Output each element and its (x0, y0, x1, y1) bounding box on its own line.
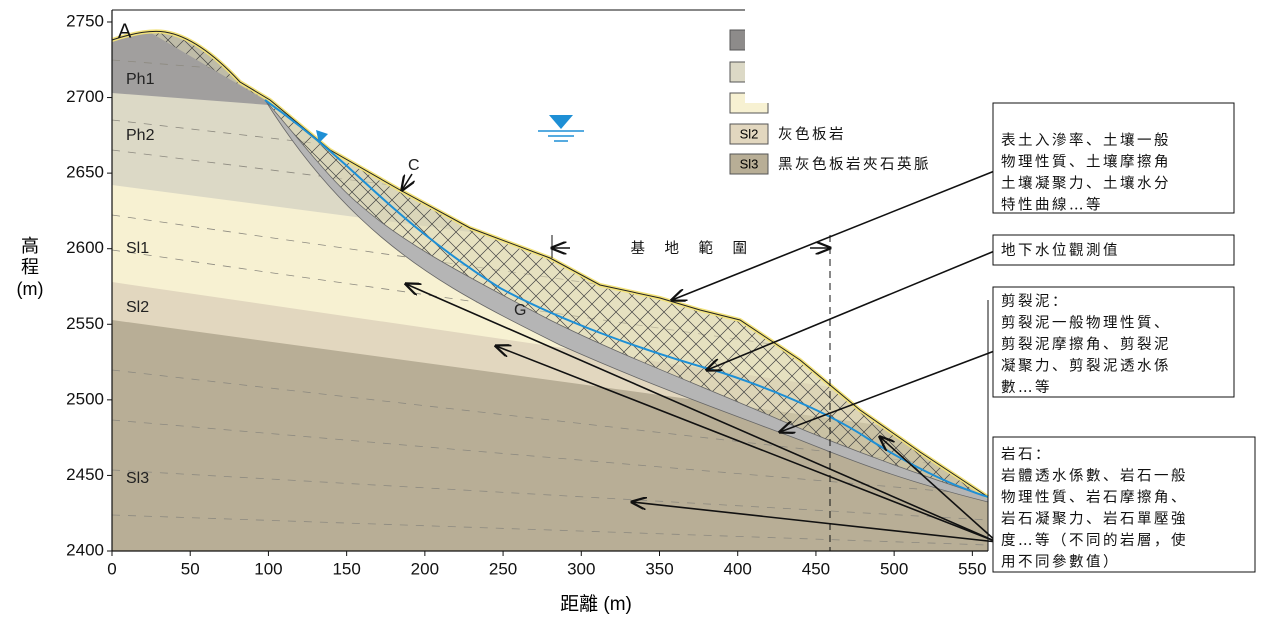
annotation-arrows (406, 169, 998, 543)
x-tick-label: 100 (254, 559, 282, 578)
info-text: 岩石凝聚力、岩石單壓強 (1001, 511, 1188, 528)
site-range: 基 地 範 圍 (552, 235, 830, 551)
legend-label: 黑灰色板岩夾石英脈 (778, 155, 931, 173)
legend-label: 灰色板岩 (778, 125, 846, 143)
y-tick-label: 2700 (66, 87, 104, 106)
info-text: 岩體透水係數、岩石一般 (1001, 468, 1188, 485)
x-tick-label: 550 (958, 559, 986, 578)
x-tick-label: 200 (411, 559, 439, 578)
info-text: 度…等（不同的岩層，使 (1001, 531, 1188, 549)
x-tick-label: 450 (802, 559, 830, 578)
info-text: 剪裂泥： (1001, 292, 1069, 310)
legend-code: Sl2 (740, 126, 759, 141)
y-axis-label: 高 (21, 236, 39, 256)
info-text: 特性曲線…等 (1001, 196, 1103, 214)
layer-label: Ph1 (126, 71, 155, 88)
info-text: 用不同參數值） (1001, 554, 1120, 571)
water-symbol (538, 115, 584, 142)
info-text: 剪裂泥一般物理性質、 (1001, 314, 1171, 332)
info-text: 岩石： (1001, 446, 1052, 463)
y-tick-label: 2600 (66, 238, 104, 257)
info-box (992, 286, 1235, 398)
water-marker (316, 130, 328, 143)
info-text: 凝聚力、剪裂泥透水係 (1001, 357, 1171, 375)
y-tick-label: 2400 (66, 540, 104, 559)
x-tick-label: 350 (645, 559, 673, 578)
bedding-lines (112, 59, 988, 546)
ground-surface (111, 31, 989, 498)
y-tick-label: 2500 (66, 389, 104, 408)
x-tick-label: 50 (181, 559, 200, 578)
legend: Sl2 Sl3 灰色板岩 黑灰色板岩夾石英脈 (729, 0, 1125, 175)
y-tick-label: 2750 (66, 11, 104, 30)
legend-code: Sl3 (740, 156, 759, 171)
x-tick-label: 300 (567, 559, 595, 578)
panel-label: A (118, 20, 132, 42)
cover (745, 0, 1125, 103)
y-tick-label: 2450 (66, 465, 104, 484)
info-text: 物理性質、土壤摩擦角 (1001, 153, 1171, 171)
site-range-label: 基 地 範 圍 (631, 239, 750, 257)
x-tick-label: 500 (880, 559, 908, 578)
layer-label: Sl3 (126, 470, 149, 487)
info-text: 數…等 (1001, 378, 1052, 396)
water-table (264, 99, 989, 498)
feature-label: C (408, 157, 420, 174)
layer-sl3 (112, 320, 988, 551)
info-text: 地下水位觀測值 (1001, 242, 1120, 259)
y-axis-label: (m) (17, 279, 44, 299)
y-axis-label: 程 (21, 257, 39, 277)
x-tick-label: 150 (332, 559, 360, 578)
x-tick-label: 0 (107, 559, 116, 578)
info-text: 表土入滲率、土壤一般 (1001, 131, 1171, 149)
y-tick-label: 2650 (66, 163, 104, 182)
x-tick-label: 250 (489, 559, 517, 578)
layer-label: Sl2 (126, 299, 149, 316)
info-box (992, 102, 1235, 214)
layer-label: Ph2 (126, 127, 155, 144)
info-text: 土壤凝聚力、土壤水分 (1001, 174, 1171, 192)
layer-label: Sl1 (126, 240, 149, 257)
feature-label: G (514, 302, 526, 319)
info-text: 剪裂泥摩擦角、剪裂泥 (1001, 335, 1171, 353)
info-box (992, 436, 1256, 573)
y-tick-label: 2550 (66, 314, 104, 333)
info-box (992, 234, 1235, 266)
x-tick-label: 400 (724, 559, 752, 578)
info-text: 物理性質、岩石摩擦角、 (1001, 488, 1188, 506)
x-axis-label: 距離 (m) (560, 593, 632, 615)
arrow (402, 173, 412, 190)
